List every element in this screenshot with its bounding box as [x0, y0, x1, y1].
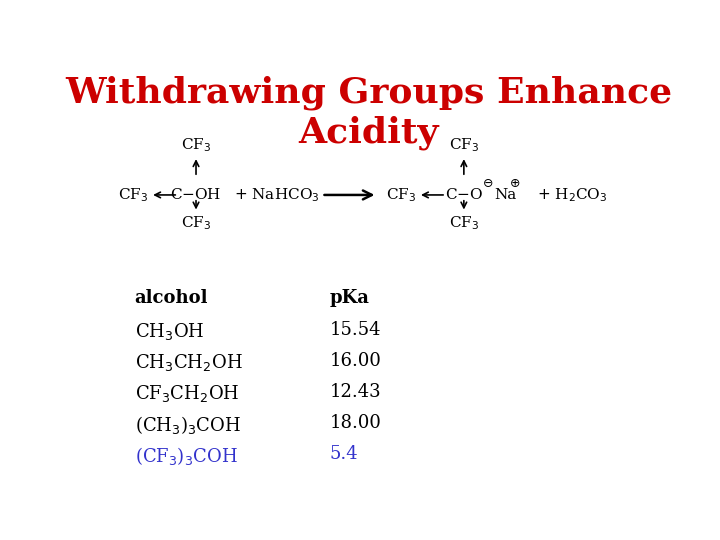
Text: Na: Na [495, 188, 517, 202]
Text: (CH$_3$)$_3$COH: (CH$_3$)$_3$COH [135, 414, 240, 436]
Text: 16.00: 16.00 [330, 352, 382, 370]
Text: CH$_3$OH: CH$_3$OH [135, 321, 204, 341]
Text: C$-$O: C$-$O [445, 187, 483, 202]
Text: 18.00: 18.00 [330, 414, 382, 432]
Text: $\ominus$: $\ominus$ [482, 177, 493, 190]
Text: CF$_3$CH$_2$OH: CF$_3$CH$_2$OH [135, 383, 239, 404]
Text: 15.54: 15.54 [330, 321, 382, 339]
Text: (CF$_3$)$_3$COH: (CF$_3$)$_3$COH [135, 446, 238, 467]
Text: 12.43: 12.43 [330, 383, 382, 401]
Text: CF$_3$: CF$_3$ [449, 137, 479, 154]
Text: $+$ H$_2$CO$_3$: $+$ H$_2$CO$_3$ [537, 186, 608, 204]
Text: CF$_3$: CF$_3$ [449, 214, 479, 232]
Text: pKa: pKa [330, 289, 370, 307]
Text: CF$_3$: CF$_3$ [181, 137, 211, 154]
Text: CF$_3$: CF$_3$ [181, 214, 211, 232]
Text: CF$_3$: CF$_3$ [386, 186, 416, 204]
Text: $+$ NaHCO$_3$: $+$ NaHCO$_3$ [234, 186, 320, 204]
Text: Withdrawing Groups Enhance
Acidity: Withdrawing Groups Enhance Acidity [66, 75, 672, 150]
Text: $\oplus$: $\oplus$ [509, 177, 521, 190]
Text: CF$_3$: CF$_3$ [118, 186, 148, 204]
Text: CH$_3$CH$_2$OH: CH$_3$CH$_2$OH [135, 352, 243, 373]
Text: 5.4: 5.4 [330, 446, 359, 463]
Text: alcohol: alcohol [135, 289, 208, 307]
Text: C$-$OH: C$-$OH [171, 187, 222, 202]
